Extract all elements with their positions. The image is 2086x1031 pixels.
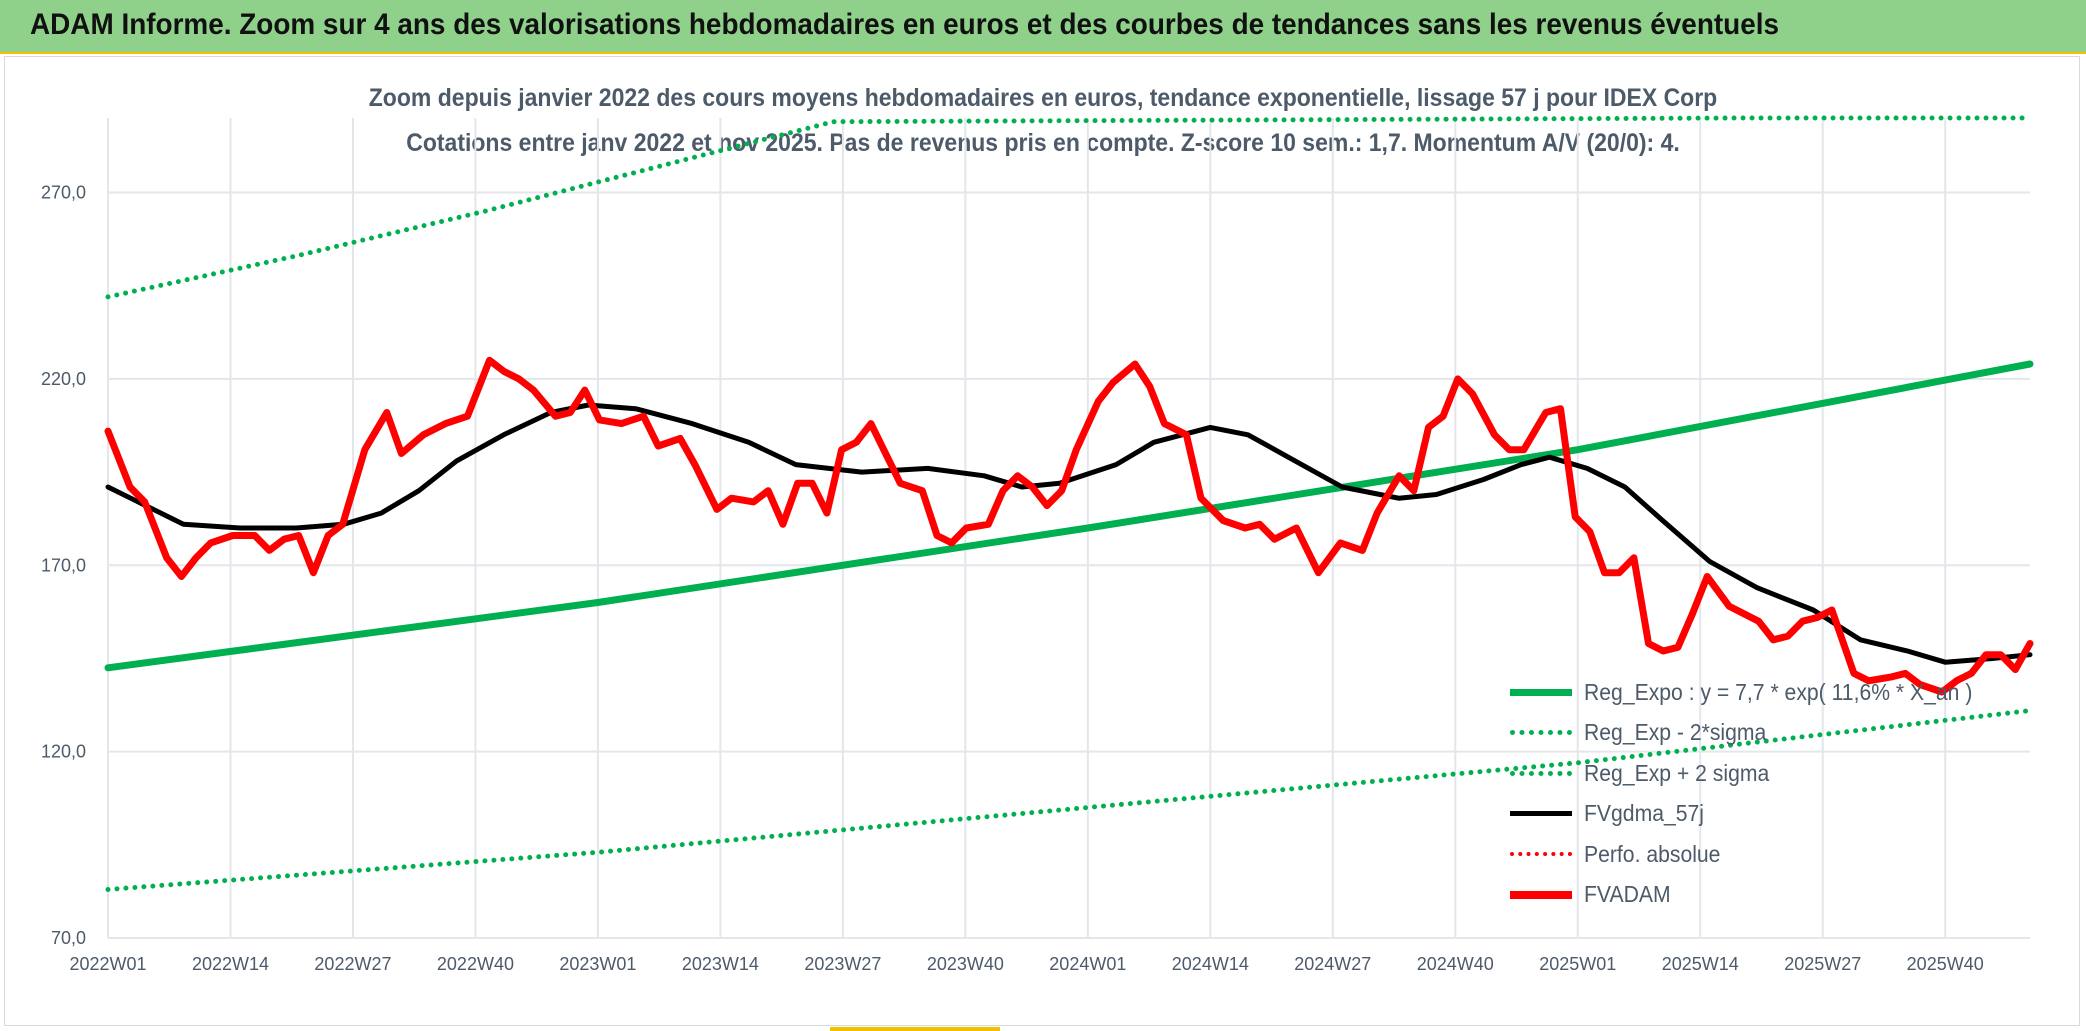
- x-tick-label: 2022W14: [192, 954, 269, 974]
- x-tick-label: 2025W27: [1784, 954, 1861, 974]
- legend-swatch-reg-exp-minus: [1510, 730, 1572, 736]
- x-tick-label: 2024W01: [1049, 954, 1126, 974]
- fvgdma-line: [105, 402, 2033, 665]
- x-tick-label: 2022W01: [69, 954, 146, 974]
- legend-item-fvadam: FVADAM: [1510, 875, 2050, 916]
- legend-item-reg-exp-plus-2sigma: Reg_Exp + 2 sigma: [1510, 753, 2050, 794]
- chart-frame: [4, 56, 2080, 1026]
- reg-exp-minus-2sigma-line: [105, 708, 2033, 892]
- y-tick-label: 220,0: [41, 369, 86, 389]
- chart-subtitle: Cotations entre janv 2022 et nov 2025. P…: [406, 129, 1680, 157]
- x-tick-label: 2025W01: [1539, 954, 1616, 974]
- y-tick-label: 120,0: [41, 742, 86, 762]
- fvadam-line: [104, 356, 2034, 696]
- chart-title: Zoom depuis janvier 2022 des cours moyen…: [368, 84, 1718, 112]
- reg-expo-line: [104, 360, 2034, 672]
- x-tick-label: 2023W14: [682, 954, 759, 974]
- legend-swatch-reg-expo: [1510, 688, 1572, 696]
- legend-item-reg-exp-minus-2sigma: Reg_Exp - 2*sigma: [1510, 713, 2050, 754]
- y-tick-label: 270,0: [41, 183, 86, 203]
- report-banner: ADAM Informe. Zoom sur 4 ans des valoris…: [0, 0, 2086, 54]
- x-tick-label: 2024W40: [1417, 954, 1494, 974]
- legend-label: Reg_Exp - 2*sigma: [1584, 719, 1767, 746]
- legend-item-fvgdma: FVgdma_57j: [1510, 794, 2050, 835]
- legend-swatch-perfo: [1510, 852, 1572, 857]
- y-tick-label: 170,0: [41, 555, 86, 575]
- legend-swatch-reg-exp-plus: [1510, 770, 1572, 776]
- report-title: ADAM Informe. Zoom sur 4 ans des valoris…: [30, 8, 1779, 41]
- x-tick-label: 2024W14: [1172, 954, 1249, 974]
- x-tick-label: 2024W27: [1294, 954, 1371, 974]
- legend-swatch-fvadam: [1510, 890, 1572, 899]
- legend-label: Perfo. absolue: [1584, 840, 1721, 867]
- y-tick-label: 70,0: [51, 928, 86, 948]
- x-tick-label: 2023W27: [804, 954, 881, 974]
- x-tick-label: 2025W40: [1907, 954, 1984, 974]
- x-tick-label: 2023W40: [927, 954, 1004, 974]
- legend-label: Reg_Exp + 2 sigma: [1584, 759, 1770, 786]
- legend-item-perfo-absolue: Perfo. absolue: [1510, 834, 2050, 875]
- x-tick-label: 2022W27: [314, 954, 391, 974]
- legend-item-reg-expo: Reg_Expo : y = 7,7 * exp( 11,6% * X_an ): [1510, 672, 2050, 713]
- x-tick-label: 2023W01: [559, 954, 636, 974]
- reg-exp-plus-2sigma-line: [105, 115, 2033, 300]
- x-tick-label: 2025W14: [1662, 954, 1739, 974]
- bottom-accent: [830, 1027, 1000, 1031]
- legend-label: FVgdma_57j: [1584, 800, 1704, 827]
- legend-swatch-fvgdma: [1510, 811, 1572, 817]
- x-tick-label: 2022W40: [437, 954, 514, 974]
- legend-label: FVADAM: [1584, 881, 1671, 908]
- legend-label: Reg_Expo : y = 7,7 * exp( 11,6% * X_an ): [1584, 678, 1973, 705]
- chart-legend: Reg_Expo : y = 7,7 * exp( 11,6% * X_an )…: [1510, 672, 2050, 915]
